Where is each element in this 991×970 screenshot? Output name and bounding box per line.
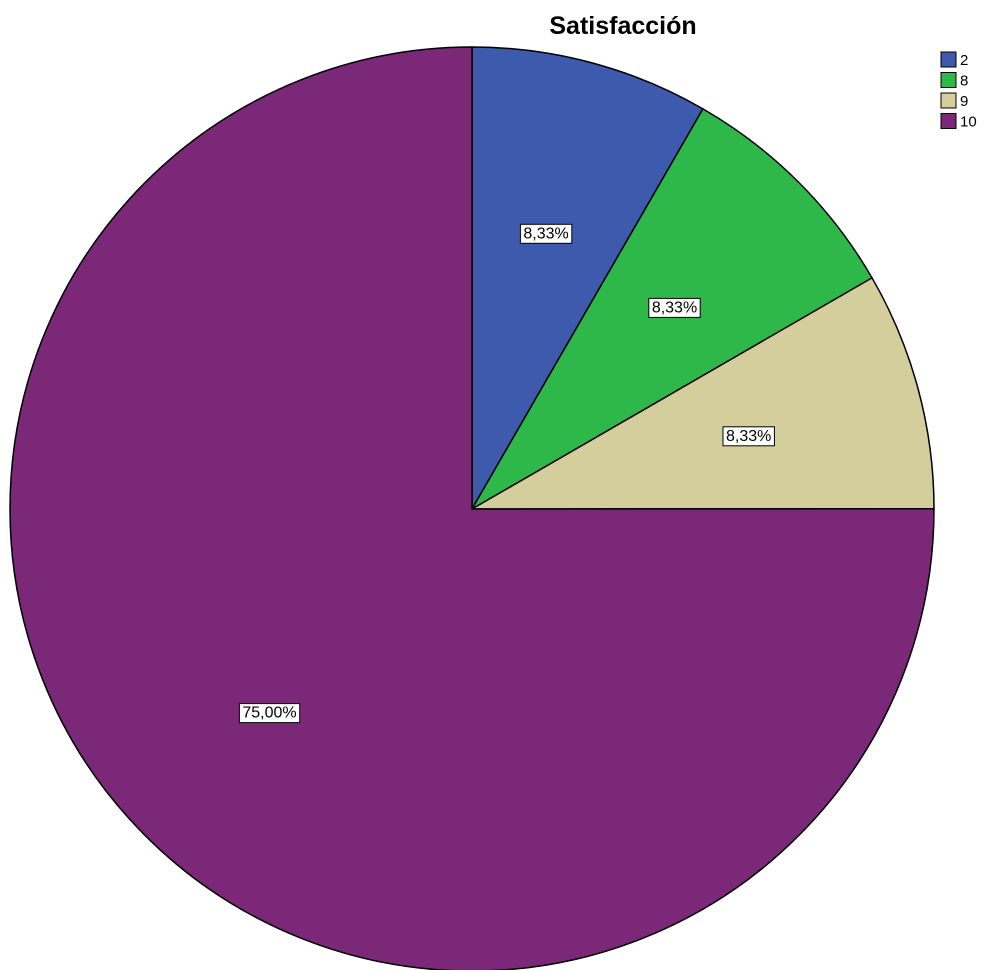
slice-label-box: [648, 297, 701, 318]
legend-item-9: 9: [940, 92, 968, 110]
slice-label-box: [722, 426, 775, 447]
legend-swatch: [940, 92, 957, 109]
legend-item-2: 2: [940, 51, 968, 69]
legend-swatch: [940, 113, 957, 129]
slice-label-box: [238, 703, 301, 724]
pie-slice-10: [9, 46, 935, 970]
legend-swatch: [940, 51, 957, 68]
legend-item-8: 8: [940, 72, 968, 90]
slice-label-text: 8,33%: [523, 225, 568, 242]
legend-item-10: 10: [940, 113, 977, 131]
legend-swatch: [940, 72, 957, 88]
pie-slices: [9, 46, 935, 970]
slice-label-text: 75,00%: [242, 705, 296, 722]
slice-label-box: [519, 223, 573, 244]
legend: 2 8 9 10: [940, 51, 977, 131]
slice-label-text: 8,33%: [726, 428, 771, 445]
legend-label: 2: [960, 52, 968, 69]
slice-label-8: 8,33%: [648, 297, 701, 318]
legend-label: 8: [960, 73, 968, 90]
slice-label-9: 8,33%: [722, 426, 775, 447]
pie-slice-2: [471, 46, 704, 510]
slice-labels: 8,33% 8,33% 8,33% 75,00%: [238, 223, 775, 724]
chart-title: Satisfacción: [549, 12, 696, 40]
slice-label-text: 8,33%: [652, 299, 697, 316]
slice-label-10: 75,00%: [238, 703, 301, 724]
legend-label: 9: [960, 93, 968, 110]
pie-slice-9: [471, 277, 935, 510]
slice-label-2: 8,33%: [519, 223, 573, 244]
legend-label: 10: [960, 114, 977, 131]
